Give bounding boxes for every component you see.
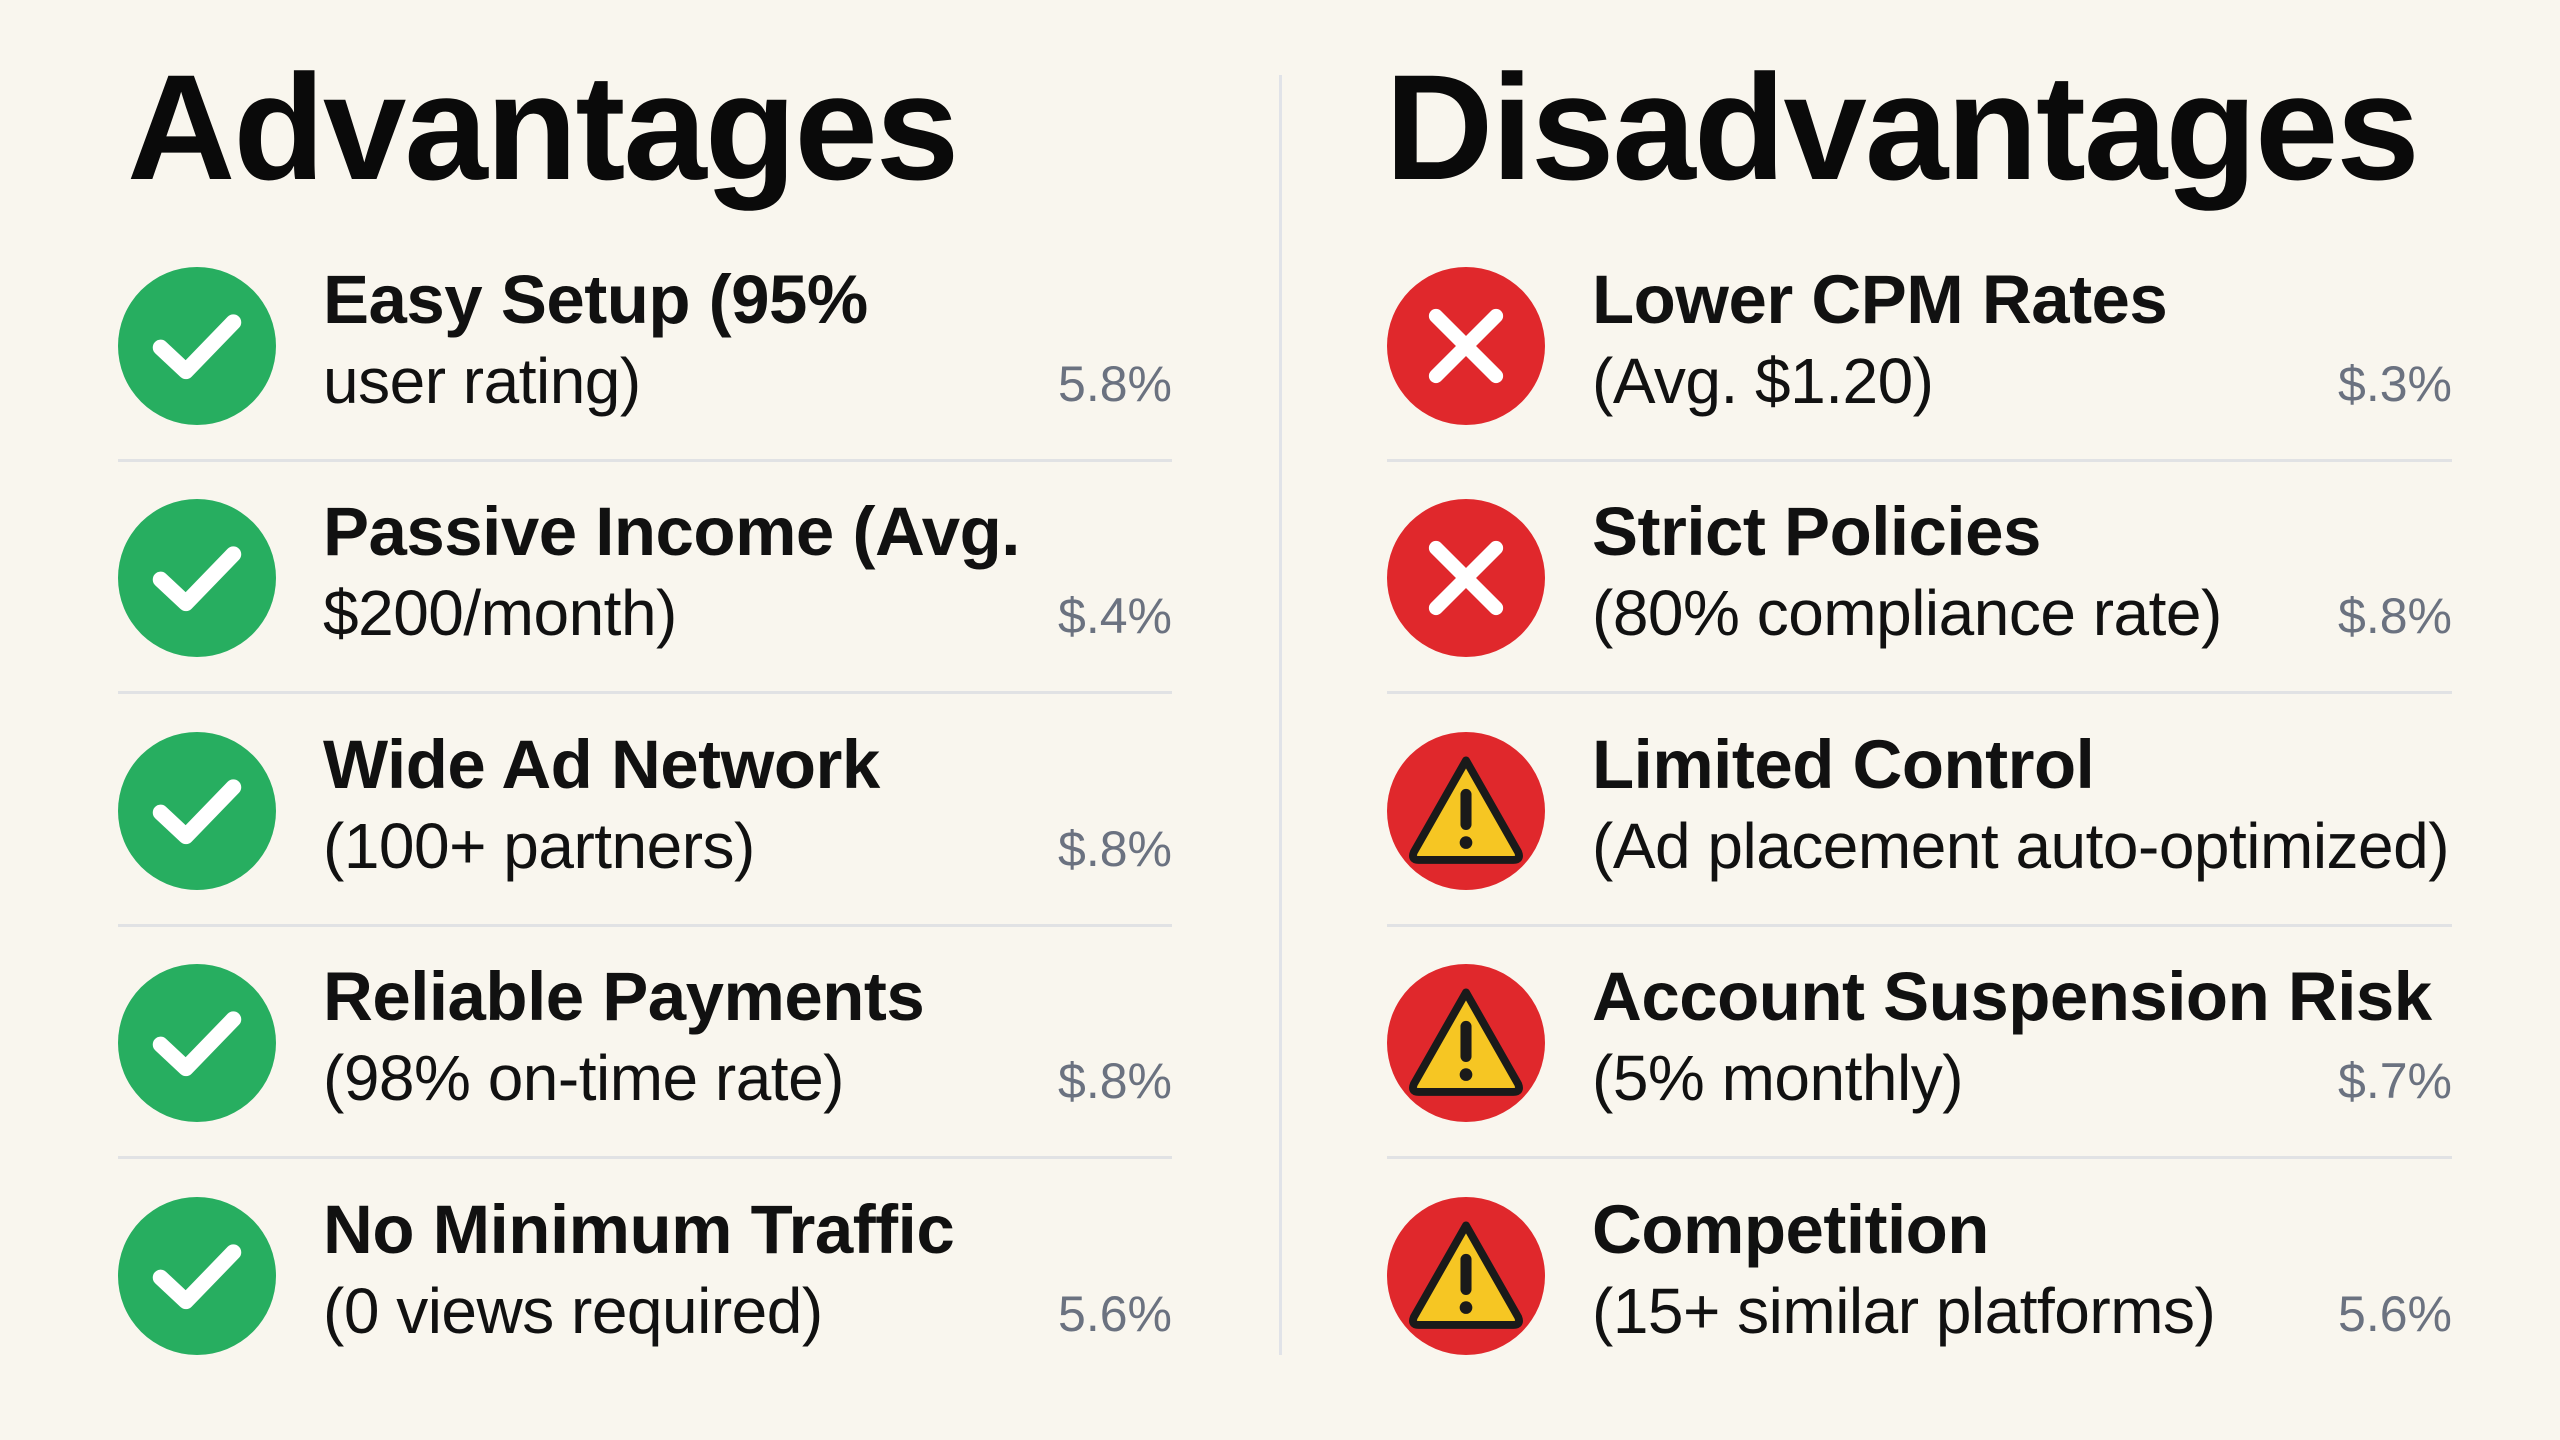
advantage-item: No Minimum Traffic (0 views required) 5.… bbox=[118, 1160, 1172, 1392]
disadvantage-item: Lower CPM Rates (Avg. $1.20) $.3% bbox=[1387, 230, 2452, 462]
item-value: $.3% bbox=[2338, 356, 2452, 412]
row-divider bbox=[1387, 1156, 2452, 1159]
row-divider bbox=[1387, 691, 2452, 694]
disadvantage-item: Limited Control (Ad placement auto-optim… bbox=[1387, 695, 2452, 927]
item-subtitle: (5% monthly) bbox=[1592, 1042, 1964, 1114]
item-value: $.4% bbox=[1058, 588, 1172, 644]
disadvantage-item: Account Suspension Risk (5% monthly) $.7… bbox=[1387, 927, 2452, 1159]
item-title: Competition bbox=[1592, 1191, 1989, 1268]
item-value: 5.6% bbox=[2338, 1286, 2452, 1342]
row-divider bbox=[118, 691, 1172, 694]
item-subtitle: (Ad placement auto-optimized) bbox=[1592, 810, 2450, 882]
row-divider bbox=[118, 459, 1172, 462]
item-title: No Minimum Traffic bbox=[323, 1191, 955, 1268]
item-value: $.8% bbox=[1058, 821, 1172, 877]
advantage-item: Reliable Payments (98% on-time rate) $.8… bbox=[118, 927, 1172, 1159]
disadvantages-column: Disadvantages Lower CPM Rates (Avg. $1.2… bbox=[1385, 0, 2452, 1440]
item-title: Strict Policies bbox=[1592, 493, 2041, 570]
item-title: Passive Income (Avg. bbox=[323, 493, 1020, 570]
disadvantages-heading: Disadvantages bbox=[1385, 43, 2420, 211]
item-title: Account Suspension Risk bbox=[1592, 958, 2432, 1035]
disadvantage-item: Strict Policies (80% compliance rate) $.… bbox=[1387, 462, 2452, 694]
item-value: $.8% bbox=[2338, 588, 2452, 644]
check-circle-icon bbox=[118, 964, 276, 1122]
advantage-item: Easy Setup (95% user rating) 5.8% bbox=[118, 230, 1172, 462]
x-circle-icon bbox=[1387, 499, 1545, 657]
item-subtitle: (15+ similar platforms) bbox=[1592, 1275, 2216, 1347]
check-circle-icon bbox=[118, 1197, 276, 1355]
advantages-column: Advantages Easy Setup (95% user rating) … bbox=[118, 0, 1172, 1440]
warning-circle-icon bbox=[1387, 1197, 1545, 1355]
item-value: 5.6% bbox=[1058, 1286, 1172, 1342]
check-circle-icon bbox=[118, 499, 276, 657]
item-subtitle: (100+ partners) bbox=[323, 810, 755, 882]
item-subtitle: (0 views required) bbox=[323, 1275, 823, 1347]
item-subtitle: user rating) bbox=[323, 345, 641, 417]
warning-circle-icon bbox=[1387, 964, 1545, 1122]
item-title: Lower CPM Rates bbox=[1592, 261, 2168, 338]
item-value: $.8% bbox=[1058, 1053, 1172, 1109]
advantages-heading: Advantages bbox=[127, 43, 959, 211]
check-circle-icon bbox=[118, 732, 276, 890]
item-title: Wide Ad Network bbox=[323, 726, 880, 803]
row-divider bbox=[118, 1156, 1172, 1159]
x-circle-icon bbox=[1387, 267, 1545, 425]
warning-circle-icon bbox=[1387, 732, 1545, 890]
row-divider bbox=[118, 924, 1172, 927]
advantage-item: Passive Income (Avg. $200/month) $.4% bbox=[118, 462, 1172, 694]
item-title: Reliable Payments bbox=[323, 958, 925, 1035]
item-subtitle: $200/month) bbox=[323, 577, 677, 649]
item-subtitle: (Avg. $1.20) bbox=[1592, 345, 1934, 417]
row-divider bbox=[1387, 924, 2452, 927]
item-subtitle: (80% compliance rate) bbox=[1592, 577, 2222, 649]
check-circle-icon bbox=[118, 267, 276, 425]
item-value: $.7% bbox=[2338, 1053, 2452, 1109]
item-title: Limited Control bbox=[1592, 726, 2095, 803]
item-title: Easy Setup (95% bbox=[323, 261, 868, 338]
disadvantage-item: Competition (15+ similar platforms) 5.6% bbox=[1387, 1160, 2452, 1392]
column-divider bbox=[1279, 75, 1282, 1355]
advantage-item: Wide Ad Network (100+ partners) $.8% bbox=[118, 695, 1172, 927]
row-divider bbox=[1387, 459, 2452, 462]
item-value: 5.8% bbox=[1058, 356, 1172, 412]
item-subtitle: (98% on-time rate) bbox=[323, 1042, 844, 1114]
